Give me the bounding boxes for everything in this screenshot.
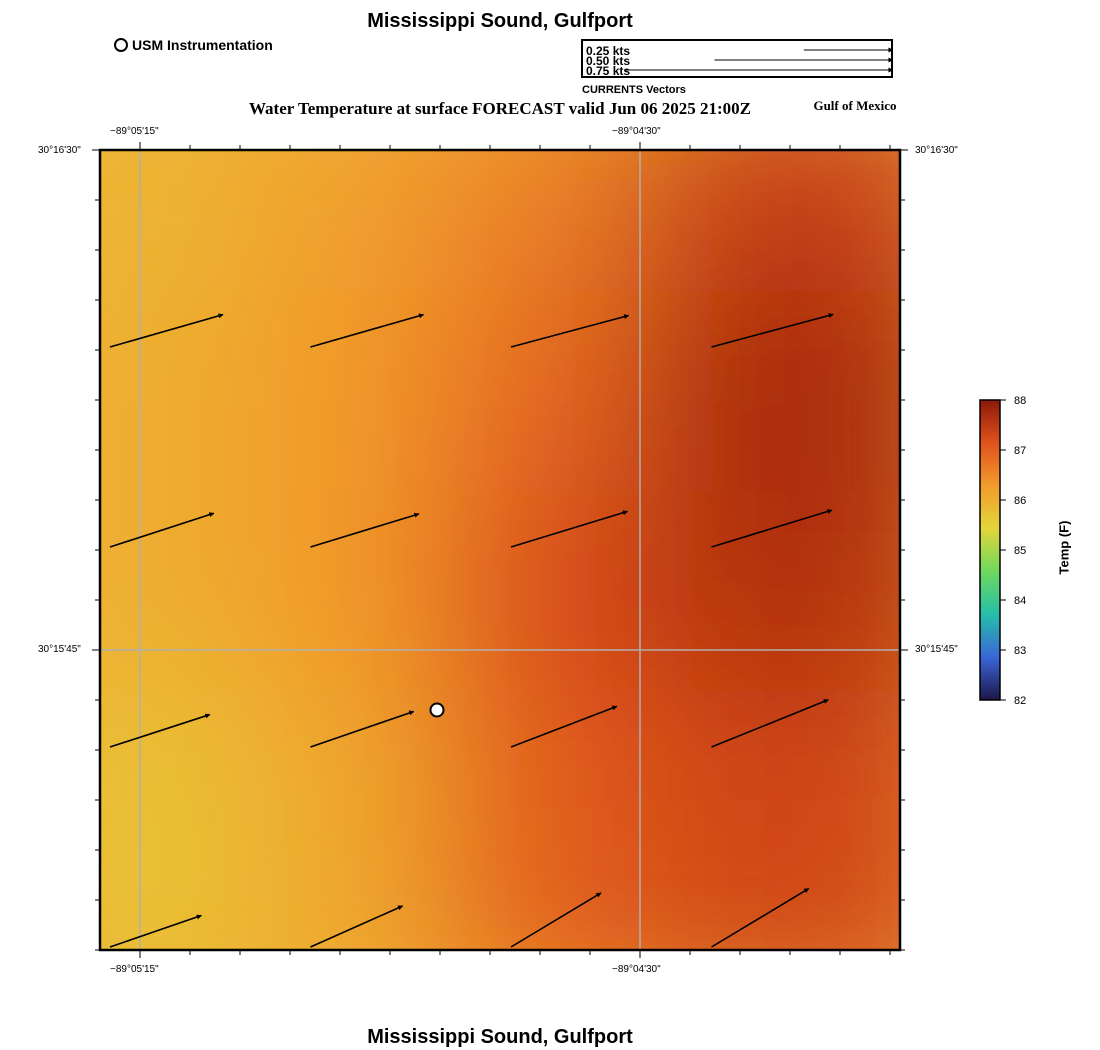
vector-legend-label: 0.25 kts — [586, 44, 631, 58]
vector-legend-label: 0.50 kts — [586, 54, 631, 68]
lat-tick-label: 30°15'45" — [38, 644, 81, 655]
temperature-cell — [640, 690, 900, 950]
vector-legend-box: 0.25 kts 0.50 kts 0.75 kts — [581, 39, 893, 78]
colorbar-tick-label: 82 — [1014, 695, 1026, 707]
colorbar-tick-label: 84 — [1014, 595, 1026, 607]
current-arrow — [711, 699, 829, 748]
lon-tick-label: −89°04'30" — [612, 126, 661, 137]
lat-tick-label: 30°15'45" — [915, 644, 958, 655]
colorbar-ticks: 82 83 84 85 86 87 88 — [1000, 395, 1026, 707]
current-arrow — [711, 887, 810, 948]
current-arrow — [510, 892, 602, 948]
current-arrow — [310, 905, 404, 948]
current-arrow — [711, 313, 834, 348]
map-frame — [98, 148, 902, 952]
product-title: Water Temperature at surface FORECAST va… — [249, 99, 751, 118]
colorbar-tick-label: 85 — [1014, 545, 1026, 557]
vector-legend-arrows — [625, 47, 893, 73]
current-arrow — [109, 713, 211, 748]
current-arrow — [510, 510, 628, 548]
temperature-field — [100, 150, 900, 950]
current-arrow — [510, 705, 618, 748]
colorbar — [979, 399, 1001, 701]
usm-station-marker[interactable] — [429, 702, 445, 718]
region-label: Gulf of Mexico — [813, 98, 897, 113]
lon-tick-label: −89°05'15" — [110, 964, 159, 975]
current-vectors — [109, 313, 834, 948]
footer-title: Mississippi Sound, Gulfport — [367, 1026, 633, 1048]
map-title: Mississippi Sound, Gulfport — [367, 10, 633, 32]
current-arrow — [310, 710, 415, 748]
lat-tick-label: 30°16'30" — [38, 145, 81, 156]
current-arrow — [109, 512, 215, 548]
colorbar-tick-label: 88 — [1014, 395, 1026, 407]
current-arrow — [711, 509, 833, 548]
graticule — [100, 150, 900, 950]
station-legend-label: USM Instrumentation — [132, 37, 273, 53]
colorbar-label: Temp (F) — [1056, 520, 1072, 575]
lat-tick-label: 30°16'30" — [915, 145, 958, 156]
current-arrow — [510, 314, 630, 348]
lon-tick-label: −89°04'30" — [612, 964, 661, 975]
station-circle-icon — [114, 38, 128, 52]
colorbar-tick-label: 83 — [1014, 645, 1026, 657]
colorbar-tick-label: 86 — [1014, 495, 1026, 507]
current-arrow — [109, 914, 202, 948]
current-arrow — [310, 313, 425, 348]
vector-legend-label: 0.75 kts — [586, 64, 631, 78]
station-legend: USM Instrumentation — [114, 37, 273, 53]
vector-legend-title: CURRENTS Vectors — [582, 84, 686, 96]
colorbar-tick-label: 87 — [1014, 445, 1026, 457]
current-arrow — [310, 512, 420, 548]
current-arrow — [109, 313, 224, 348]
lon-tick-label: −89°05'15" — [110, 126, 159, 137]
